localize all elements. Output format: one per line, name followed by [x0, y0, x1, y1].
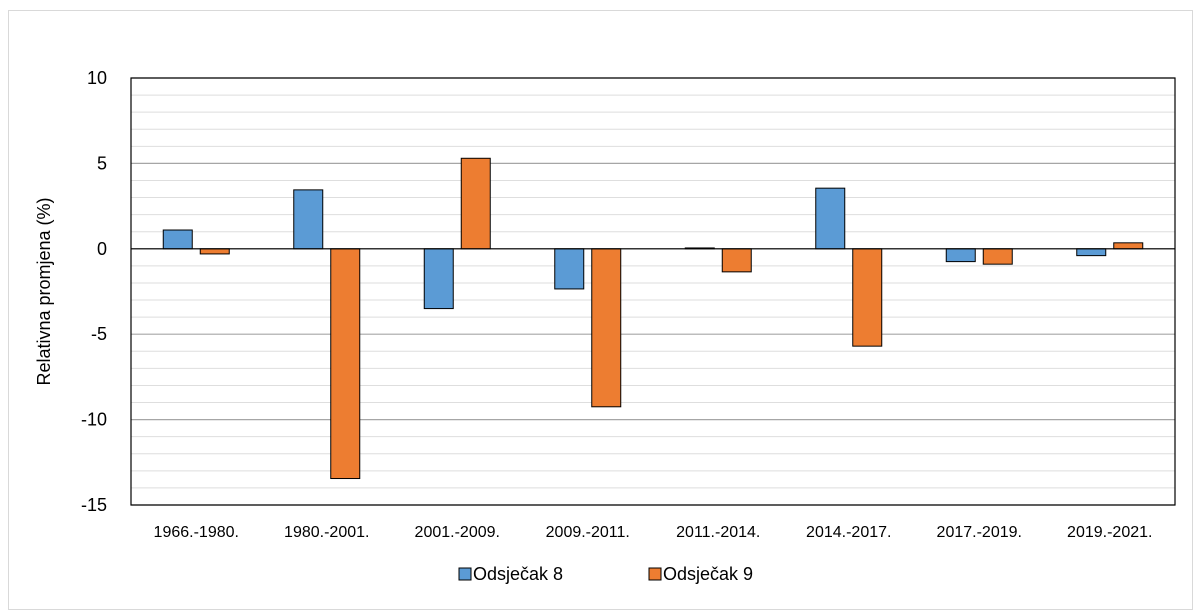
x-tick-label: 1980.-2001.	[284, 524, 369, 541]
y-tick-label: 5	[97, 153, 107, 173]
bar-2-1	[199, 248, 230, 255]
bar-1-2	[293, 189, 324, 250]
legend-swatch-1	[458, 567, 472, 581]
bar-1-3	[423, 248, 454, 310]
plot-area-border	[130, 77, 1176, 506]
bar-2-2	[330, 248, 361, 480]
minor-gridlines	[131, 94, 1175, 489]
bar-1-1	[162, 229, 193, 250]
x-tick-label: 2011.-2014.	[676, 524, 760, 541]
legend-label-2: Odsječak 9	[663, 564, 753, 584]
y-tick-label: -10	[81, 410, 107, 430]
y-tick-labels: 10 5 0 -5 -10 -15	[81, 68, 107, 515]
bar-2-6	[852, 248, 883, 347]
bar-2-5	[721, 248, 752, 273]
y-tick-label: 10	[87, 68, 107, 88]
y-tick-label: 0	[97, 239, 107, 259]
x-tick-labels: 1966.-1980. 1980.-2001. 2001.-2009. 2009.-2…	[154, 524, 1153, 541]
bar-1-8	[1076, 248, 1107, 257]
legend-swatch-2	[648, 567, 662, 581]
bar-2-3	[460, 157, 491, 250]
x-tick-label: 2017.-2019.	[937, 524, 1022, 541]
bar-1-6	[815, 187, 846, 250]
bar-1-7	[945, 248, 976, 263]
bar-2-4	[591, 248, 622, 408]
bars	[162, 157, 1144, 480]
x-tick-label: 1966.-1980.	[154, 524, 239, 541]
legend: Odsječak 8 Odsječak 9	[458, 564, 753, 584]
legend-label-1: Odsječak 8	[473, 564, 563, 584]
x-tick-label: 2009.-2011.	[546, 524, 630, 541]
bar-1-4	[554, 248, 585, 290]
x-tick-label: 2001.-2009.	[415, 524, 500, 541]
major-gridlines	[131, 77, 1175, 506]
x-tick-label: 2014.-2017.	[806, 524, 891, 541]
chart-frame	[8, 10, 1193, 610]
y-tick-label: -5	[91, 324, 107, 344]
bar-2-7	[982, 248, 1013, 265]
bar-2-8	[1113, 242, 1144, 250]
x-tick-label: 2019.-2021.	[1067, 524, 1152, 541]
y-axis-label: Relativna promjena (%)	[34, 197, 54, 385]
y-tick-label: -15	[81, 495, 107, 515]
